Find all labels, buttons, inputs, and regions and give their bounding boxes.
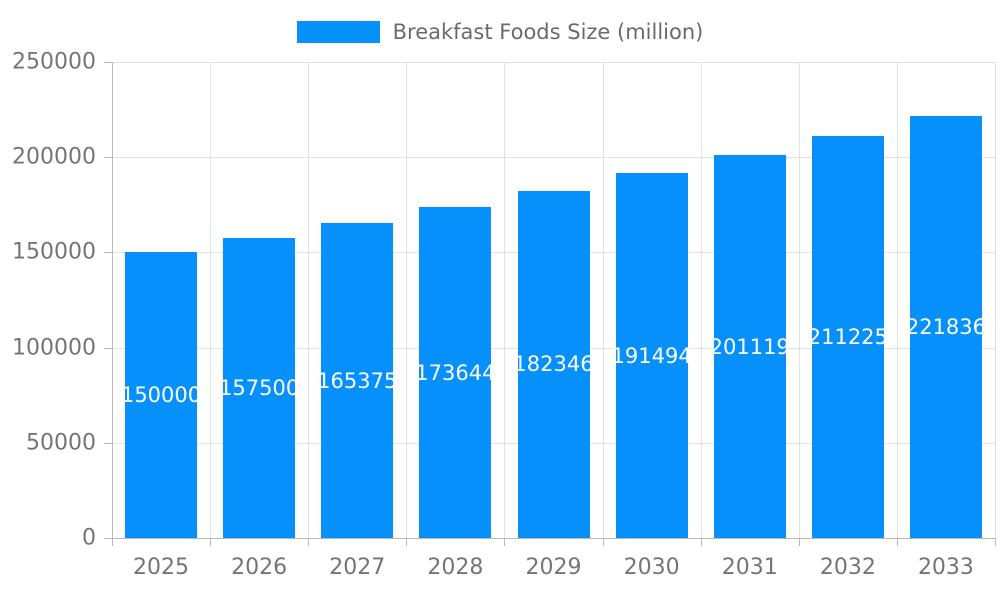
chart-legend[interactable]: Breakfast Foods Size (million): [0, 21, 1000, 43]
bar-2033: [909, 115, 982, 538]
bar-2028: [419, 207, 492, 538]
x-axis-tick-label: 2030: [623, 555, 680, 580]
bar-value-label: 150000: [120, 383, 202, 408]
x-axis-tick-label: 2032: [819, 555, 876, 580]
x-axis-tick: [308, 538, 310, 546]
bar-value-label: 211225: [807, 324, 888, 349]
y-axis-tick: [104, 442, 112, 444]
x-axis-tick: [798, 538, 800, 546]
legend-label: Breakfast Foods Size (million): [392, 20, 704, 44]
gridline-horizontal: [112, 157, 995, 159]
gridline-vertical: [504, 62, 506, 538]
legend-swatch: [296, 21, 380, 43]
x-axis-line: [112, 538, 995, 539]
gridline-vertical: [210, 62, 212, 538]
gridline-vertical: [896, 62, 898, 538]
x-axis-tick-label: 2027: [329, 555, 386, 580]
y-axis-tick-label: 150000: [12, 239, 96, 265]
gridline-vertical: [995, 62, 996, 538]
y-axis-line: [112, 62, 113, 538]
x-axis-tick-label: 2033: [917, 555, 974, 580]
y-axis-tick-label: 250000: [12, 49, 96, 75]
x-axis-tick: [406, 538, 408, 546]
gridline-vertical: [602, 62, 604, 538]
x-axis-tick-label: 2029: [525, 555, 582, 580]
x-axis-tick: [210, 538, 212, 546]
x-axis-tick-label: 2031: [721, 555, 778, 580]
bar-2029: [517, 190, 590, 538]
bar-2031: [713, 155, 786, 538]
bar-value-label: 173644: [415, 360, 496, 385]
y-axis-tick-label: 100000: [12, 335, 96, 361]
x-axis-tick: [504, 538, 506, 546]
y-axis-tick-label: 0: [82, 525, 96, 551]
x-axis-tick-label: 2026: [231, 555, 288, 580]
bar-value-label: 221836: [905, 314, 987, 339]
y-axis-tick: [104, 157, 112, 159]
x-axis-tick: [896, 538, 898, 546]
gridline-vertical: [798, 62, 800, 538]
bar-value-label: 201119: [709, 334, 790, 359]
x-axis-tick: [700, 538, 702, 546]
y-axis-tick: [104, 252, 112, 254]
x-axis-tick: [112, 538, 113, 546]
bar-value-label: 157500: [219, 376, 300, 401]
bar-2026: [223, 238, 296, 538]
x-axis-tick: [995, 538, 996, 546]
x-axis-tick-label: 2025: [133, 555, 190, 580]
bar-2030: [615, 173, 688, 538]
x-axis-tick-label: 2028: [427, 555, 484, 580]
bar-2025: [125, 252, 198, 538]
bar-value-label: 191494: [611, 343, 692, 368]
y-axis-tick-label: 50000: [26, 430, 96, 456]
y-axis-tick: [104, 62, 112, 63]
y-axis-tick-label: 200000: [12, 144, 96, 170]
gridline-horizontal: [112, 62, 995, 63]
bar-2027: [321, 223, 394, 538]
y-axis-tick: [104, 538, 112, 539]
plot-area: 150000 157500 165375 173644 182346 191494 2011…: [112, 62, 996, 538]
y-axis-tick: [104, 347, 112, 349]
gridline-vertical: [406, 62, 408, 538]
bar-value-label: 182346: [513, 352, 594, 377]
bar-value-label: 165375: [317, 368, 398, 393]
x-axis-tick: [602, 538, 604, 546]
bar-2032: [811, 135, 884, 538]
gridline-vertical: [700, 62, 702, 538]
gridline-vertical: [308, 62, 310, 538]
